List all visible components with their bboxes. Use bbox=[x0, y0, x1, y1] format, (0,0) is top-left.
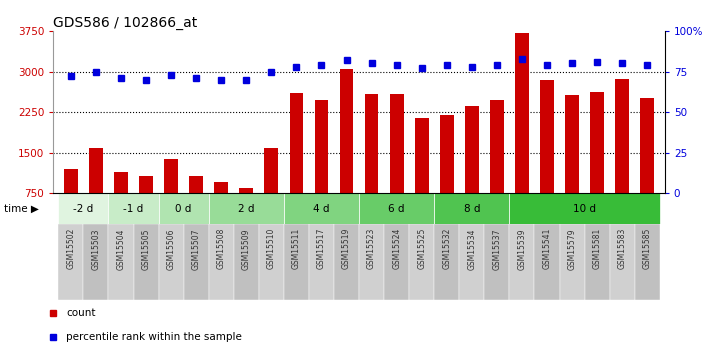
Bar bbox=[490, 100, 504, 234]
Bar bbox=[584, 224, 609, 300]
Bar bbox=[284, 193, 359, 224]
Bar bbox=[309, 224, 334, 300]
Text: GDS586 / 102866_at: GDS586 / 102866_at bbox=[53, 16, 198, 30]
Text: GSM15506: GSM15506 bbox=[166, 228, 176, 269]
Text: GSM15510: GSM15510 bbox=[267, 228, 276, 269]
Text: GSM15504: GSM15504 bbox=[117, 228, 125, 269]
Bar bbox=[183, 224, 209, 300]
Text: GSM15537: GSM15537 bbox=[493, 228, 501, 269]
Bar bbox=[164, 159, 178, 234]
Bar bbox=[134, 224, 159, 300]
Bar bbox=[259, 224, 284, 300]
Text: 0 d: 0 d bbox=[176, 204, 192, 214]
Bar bbox=[509, 193, 660, 224]
Bar bbox=[159, 193, 209, 224]
Bar bbox=[565, 95, 579, 234]
Text: GSM15517: GSM15517 bbox=[317, 228, 326, 269]
Text: GSM15581: GSM15581 bbox=[593, 228, 602, 269]
Bar bbox=[264, 148, 278, 234]
Bar bbox=[284, 224, 309, 300]
Bar bbox=[289, 93, 304, 234]
Text: 4 d: 4 d bbox=[314, 204, 330, 214]
Bar bbox=[89, 148, 103, 234]
Text: GSM15511: GSM15511 bbox=[292, 228, 301, 269]
Text: time ▶: time ▶ bbox=[4, 204, 38, 214]
Bar bbox=[535, 224, 560, 300]
Text: GSM15539: GSM15539 bbox=[518, 228, 526, 269]
Bar bbox=[234, 224, 259, 300]
Bar bbox=[484, 224, 509, 300]
Bar bbox=[359, 224, 384, 300]
Bar bbox=[189, 176, 203, 234]
Bar bbox=[590, 92, 604, 234]
Text: count: count bbox=[66, 308, 95, 318]
Bar bbox=[314, 100, 328, 234]
Bar bbox=[465, 106, 479, 234]
Bar bbox=[58, 193, 109, 224]
Text: GSM15585: GSM15585 bbox=[643, 228, 652, 269]
Bar bbox=[635, 224, 660, 300]
Bar bbox=[540, 80, 554, 234]
Bar bbox=[615, 79, 629, 234]
Text: GSM15532: GSM15532 bbox=[442, 228, 451, 269]
Bar bbox=[434, 193, 509, 224]
Bar bbox=[515, 33, 529, 234]
Text: 6 d: 6 d bbox=[388, 204, 405, 214]
Bar bbox=[58, 224, 83, 300]
Bar bbox=[109, 193, 159, 224]
Bar bbox=[365, 94, 378, 234]
Bar bbox=[334, 224, 359, 300]
Text: GSM15509: GSM15509 bbox=[242, 228, 251, 269]
Bar bbox=[641, 98, 654, 234]
Bar bbox=[415, 118, 429, 234]
Text: GSM15523: GSM15523 bbox=[367, 228, 376, 269]
Bar bbox=[434, 224, 459, 300]
Text: 10 d: 10 d bbox=[573, 204, 596, 214]
Text: GSM15503: GSM15503 bbox=[92, 228, 100, 269]
Bar bbox=[440, 115, 454, 234]
Text: -1 d: -1 d bbox=[124, 204, 144, 214]
Text: GSM15579: GSM15579 bbox=[567, 228, 577, 269]
Bar bbox=[509, 224, 535, 300]
Text: GSM15505: GSM15505 bbox=[141, 228, 151, 269]
Text: GSM15524: GSM15524 bbox=[392, 228, 401, 269]
Text: GSM15534: GSM15534 bbox=[467, 228, 476, 269]
Bar bbox=[139, 176, 153, 234]
Bar bbox=[83, 224, 109, 300]
Bar bbox=[240, 188, 253, 234]
Bar bbox=[209, 224, 234, 300]
Bar bbox=[609, 224, 635, 300]
Bar bbox=[384, 224, 409, 300]
Text: GSM15507: GSM15507 bbox=[192, 228, 201, 269]
Bar bbox=[64, 169, 77, 234]
Text: 8 d: 8 d bbox=[464, 204, 480, 214]
Text: GSM15519: GSM15519 bbox=[342, 228, 351, 269]
Bar bbox=[159, 224, 183, 300]
Bar bbox=[109, 224, 134, 300]
Text: GSM15583: GSM15583 bbox=[618, 228, 626, 269]
Text: percentile rank within the sample: percentile rank within the sample bbox=[66, 332, 242, 342]
Text: GSM15525: GSM15525 bbox=[417, 228, 426, 269]
Bar bbox=[459, 224, 484, 300]
Bar bbox=[114, 171, 128, 234]
Text: GSM15541: GSM15541 bbox=[542, 228, 552, 269]
Bar bbox=[214, 183, 228, 234]
Bar bbox=[390, 94, 404, 234]
Text: GSM15508: GSM15508 bbox=[217, 228, 225, 269]
Text: GSM15502: GSM15502 bbox=[66, 228, 75, 269]
Bar bbox=[359, 193, 434, 224]
Bar bbox=[409, 224, 434, 300]
Bar bbox=[560, 224, 584, 300]
Text: -2 d: -2 d bbox=[73, 204, 94, 214]
Bar bbox=[340, 69, 353, 234]
Text: 2 d: 2 d bbox=[238, 204, 255, 214]
Bar bbox=[209, 193, 284, 224]
